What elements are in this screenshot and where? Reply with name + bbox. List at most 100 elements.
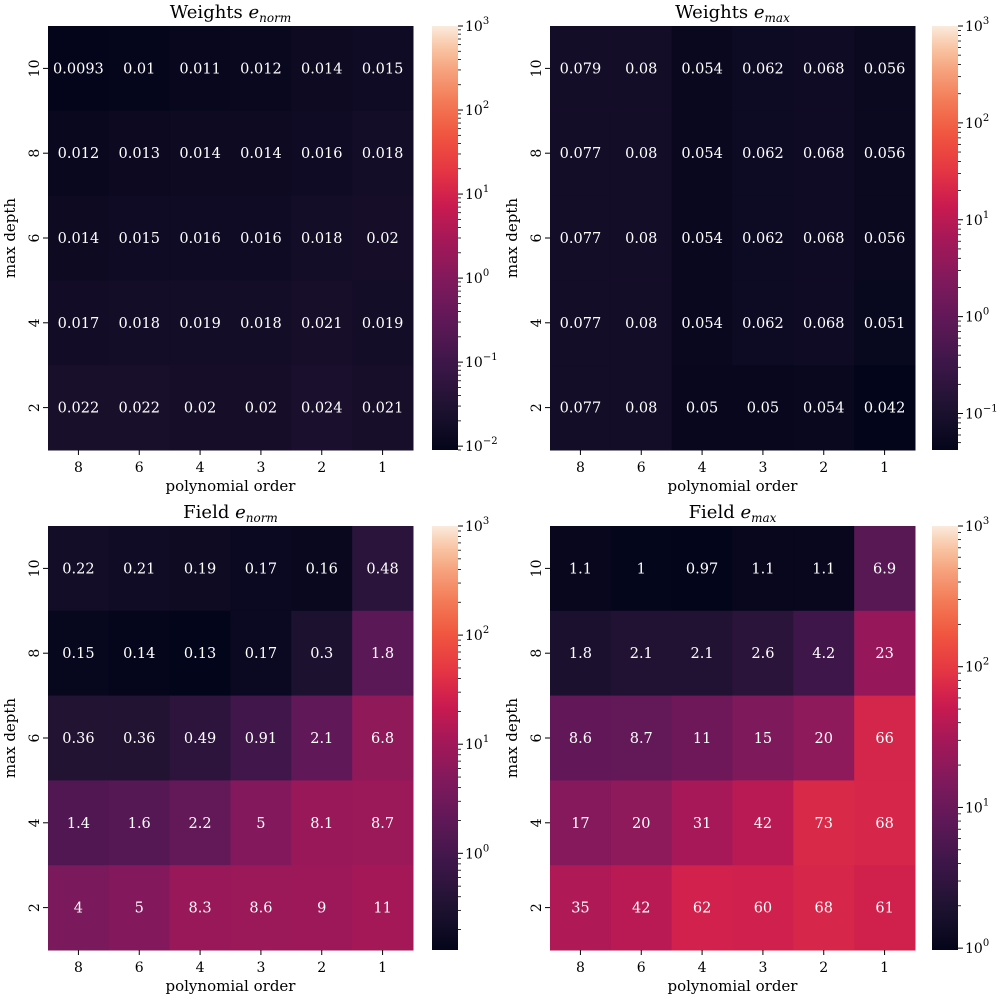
cell-value-label: 0.062 [742, 146, 784, 162]
heatmap-cell [108, 865, 171, 951]
x-tick-label: 4 [698, 960, 707, 976]
colorbar-tick-label: 100 [465, 843, 489, 862]
heatmap-cell [352, 695, 414, 781]
x-tick-label: 2 [819, 960, 828, 976]
cell-value-label: 0.056 [864, 146, 906, 162]
cell-value-label: 60 [754, 901, 772, 917]
x-tick-label: 2 [819, 460, 828, 476]
heatmap-cell [352, 610, 414, 697]
cell-value-label: 0.054 [803, 401, 845, 417]
heatmap-cell [610, 526, 673, 612]
cell-value-label: 5 [135, 901, 144, 917]
cell-value-label: 0.02 [245, 401, 277, 417]
heatmap-cell [108, 26, 171, 112]
heatmap-cell [352, 780, 414, 866]
heatmap-cell [732, 780, 794, 866]
heatmap-cell [610, 110, 673, 197]
heatmap-cell [793, 280, 855, 366]
y-tick-label: 2 [529, 903, 545, 912]
x-tick-label: 3 [758, 460, 767, 476]
colorbar-tick-label: 101 [465, 734, 489, 753]
cell-value-label: 0.48 [366, 561, 398, 577]
cell-value-label: 0.17 [245, 561, 277, 577]
cell-value-label: 1 [637, 561, 646, 577]
colorbar-tick-label: 100 [965, 307, 989, 326]
heatmap-cell [230, 280, 292, 366]
heatmap-cell [793, 195, 855, 281]
heatmap-cell [108, 610, 171, 697]
cell-value-label: 0.02 [366, 231, 398, 247]
cell-value-label: 0.068 [803, 61, 845, 77]
cell-value-label: 4 [74, 901, 83, 917]
y-tick-label: 6 [27, 233, 43, 242]
heatmap-cell [230, 526, 292, 612]
x-tick-label: 4 [698, 460, 707, 476]
x-tick-label: 1 [378, 460, 387, 476]
heatmap-cell [48, 195, 110, 281]
y-tick-label: 8 [529, 649, 545, 658]
heatmap-cell [108, 195, 171, 281]
colorbar-tick-label: 102 [465, 100, 489, 119]
colorbar-tick-label: 100 [965, 938, 989, 957]
heatmap-cell [550, 26, 612, 112]
cell-value-label: 0.22 [62, 561, 94, 577]
cell-value-label: 0.062 [742, 231, 784, 247]
cell-value-label: 0.068 [803, 146, 845, 162]
heatmap-cell [732, 110, 794, 197]
colorbar-tick-label: 103 [965, 16, 989, 35]
cell-value-label: 1.8 [569, 646, 592, 662]
y-tick-label: 10 [529, 59, 545, 77]
heatmap-cell [732, 695, 794, 781]
x-tick-label: 6 [637, 460, 646, 476]
heatmap-cell [732, 865, 794, 951]
heatmap-cell [550, 610, 612, 697]
heatmap-cell [169, 110, 231, 197]
cell-value-label: 0.014 [301, 61, 343, 77]
cell-value-label: 0.077 [560, 231, 602, 247]
cell-value-label: 11 [373, 901, 391, 917]
heatmap-cell [352, 195, 414, 281]
y-tick-label: 6 [529, 233, 545, 242]
cell-value-label: 0.3 [310, 646, 333, 662]
cell-value-label: 0.01 [123, 61, 155, 77]
cell-value-label: 0.019 [362, 316, 404, 332]
cell-value-label: 0.042 [864, 401, 906, 417]
heatmap-cell [854, 195, 916, 281]
cell-value-label: 20 [632, 816, 650, 832]
heatmap-cell [48, 26, 110, 112]
cell-value-label: 0.021 [362, 401, 404, 417]
heatmap-cell [352, 526, 414, 612]
cell-value-label: 0.97 [686, 561, 718, 577]
heatmap-cell [291, 610, 353, 697]
y-tick-label: 10 [529, 559, 545, 577]
panel-title: Field enorm [183, 502, 278, 525]
cell-value-label: 68 [875, 816, 893, 832]
heatmap-cell [610, 865, 673, 951]
cell-value-label: 0.05 [686, 401, 718, 417]
panel-title: Field emax [689, 502, 777, 525]
heatmap-cell [854, 280, 916, 366]
cell-value-label: 2.1 [691, 646, 714, 662]
heatmap-cell [230, 780, 292, 866]
cell-value-label: 0.08 [625, 146, 657, 162]
heatmap-cell [169, 26, 231, 112]
heatmap-cell [793, 780, 855, 866]
cell-value-label: 1.8 [371, 646, 394, 662]
heatmap-cell [108, 365, 171, 451]
colorbar-tick-label: 102 [465, 625, 489, 644]
cell-value-label: 0.077 [560, 316, 602, 332]
x-tick-label: 2 [317, 460, 326, 476]
heatmap-cell [291, 526, 353, 612]
cell-value-label: 0.015 [118, 231, 160, 247]
y-tick-label: 2 [529, 403, 545, 412]
x-tick-label: 3 [256, 460, 265, 476]
cell-value-label: 0.91 [245, 731, 277, 747]
heatmap-cell [732, 610, 794, 697]
cell-value-label: 1.1 [751, 561, 774, 577]
cell-value-label: 2.1 [310, 731, 333, 747]
cell-value-label: 0.024 [301, 401, 343, 417]
heatmap-cell [793, 610, 855, 697]
y-axis-label: max depth [1, 198, 19, 279]
heatmap-cell [48, 780, 110, 866]
